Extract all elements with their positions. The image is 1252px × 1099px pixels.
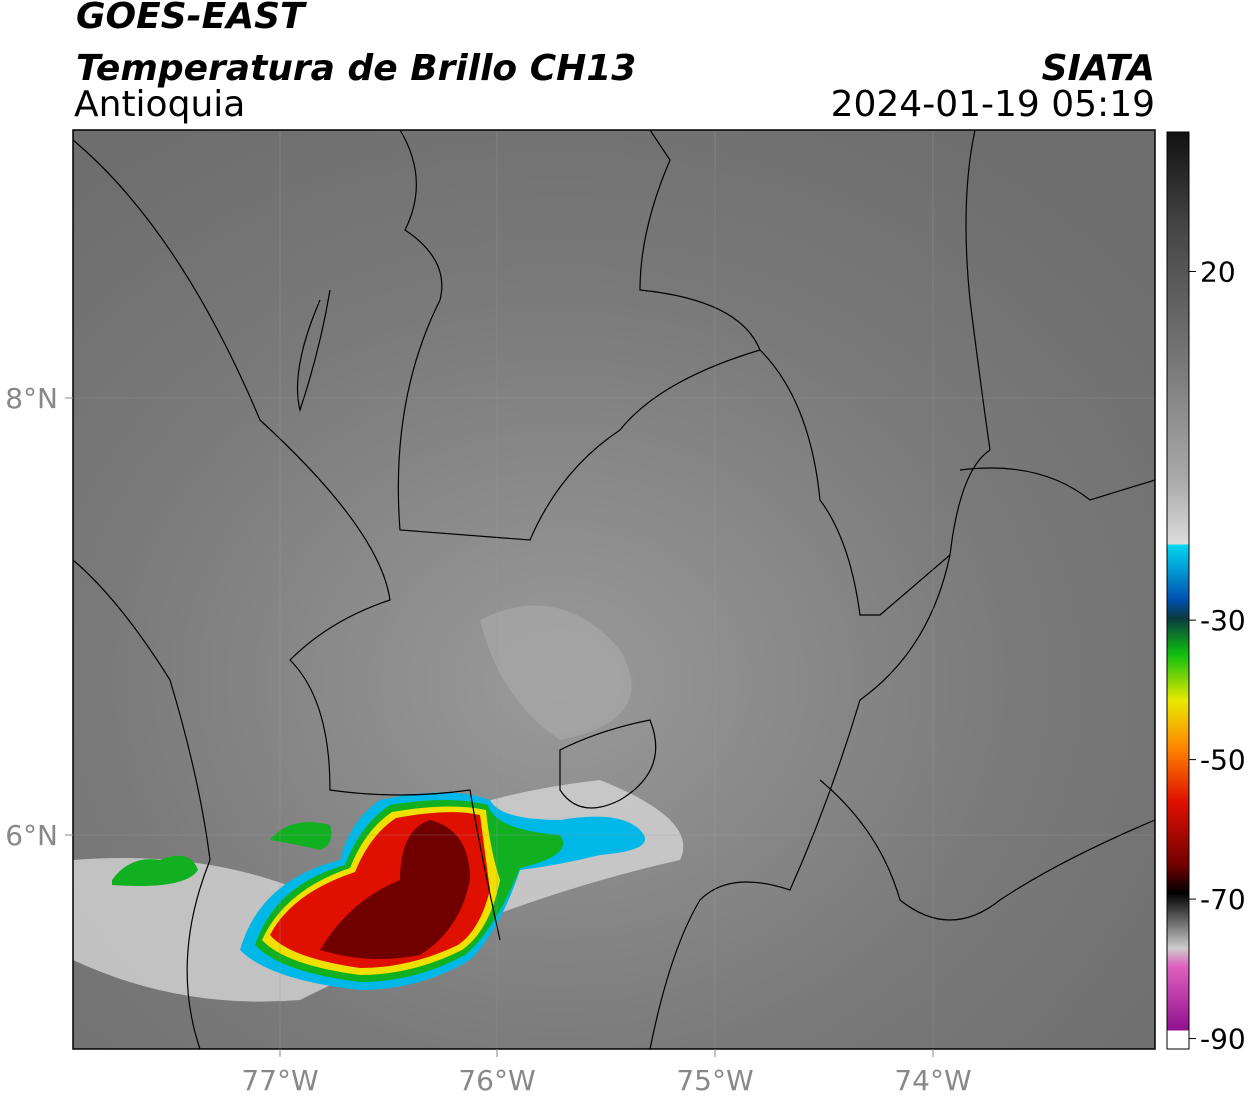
cloud-patch (480, 605, 632, 740)
colorbar: 20 -30 -50 -70 -90 (1166, 131, 1246, 1056)
lon-label: 75°W (676, 1064, 753, 1097)
lon-label: 76°W (458, 1064, 535, 1097)
lon-label: 74°W (894, 1064, 971, 1097)
boundaries (72, 129, 1156, 1050)
subtitle: Temperatura de Brillo CH13 (76, 48, 636, 89)
source: SIATA (1042, 48, 1155, 89)
small-cell (270, 822, 332, 850)
map-area (72, 129, 1156, 1050)
lat-label: 8°N (5, 382, 58, 415)
storm-core (320, 820, 470, 959)
lat-label: 6°N (5, 819, 58, 852)
title: GOES-EAST (76, 0, 307, 37)
datetime: 2024-01-19 05:19 (831, 84, 1155, 125)
colorbar-label: 20 (1200, 255, 1236, 288)
colorbar-label: -90 (1200, 1023, 1246, 1056)
colorbar-label: -30 (1200, 604, 1246, 637)
colorbar-label: -70 (1200, 883, 1246, 916)
colorbar-label: -50 (1200, 744, 1246, 777)
region: Antioquia (74, 84, 245, 125)
colorbar-bar (1166, 131, 1190, 1050)
map-frame (72, 129, 1156, 1050)
lon-label: 77°W (241, 1064, 318, 1097)
graticule (73, 130, 1155, 1049)
small-cell (112, 855, 198, 886)
